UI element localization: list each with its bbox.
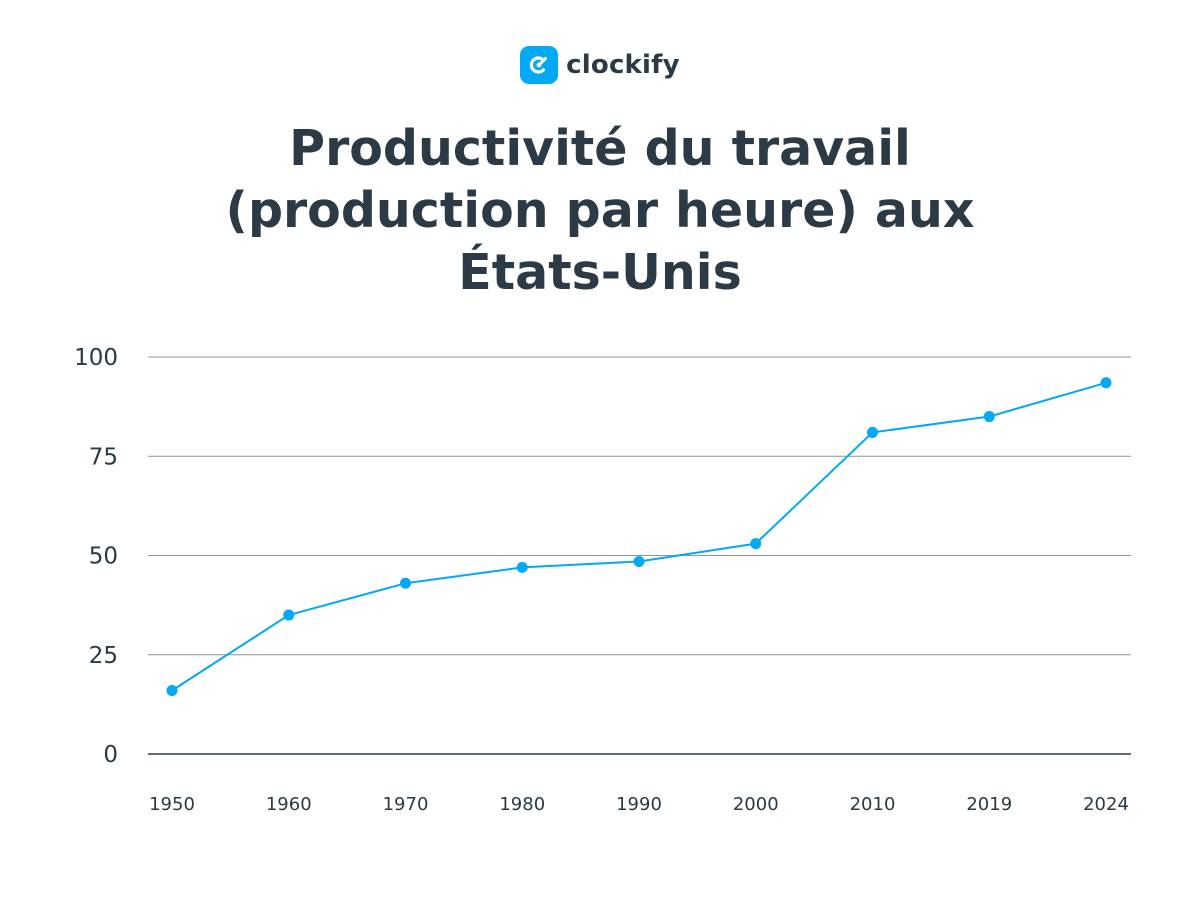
y-tick-label: 0	[103, 742, 118, 768]
x-tick-label: 1970	[383, 794, 429, 815]
brand-name: clockify	[566, 50, 680, 80]
y-axis-ticks: 0 25 50 75 100	[74, 345, 118, 768]
chart-title-line-2: (production par heure) aux	[225, 182, 975, 239]
data-point-1950	[166, 684, 178, 696]
data-point-1960	[283, 609, 295, 621]
data-point-2024	[1100, 377, 1112, 389]
y-tick-label: 100	[74, 345, 118, 371]
data-point-1970	[400, 577, 411, 589]
chart-title: Productivité du travail (production par …	[0, 118, 1200, 304]
x-axis-ticks: 1950 1960 1970 1980 1990 2000 2010 2019 2024	[149, 794, 1129, 815]
data-point-2019	[983, 411, 995, 423]
x-tick-label: 1980	[499, 794, 545, 815]
data-point-1990	[633, 555, 645, 567]
data-point-1980	[516, 561, 528, 573]
brand-logo: clockify	[0, 46, 1200, 84]
data-point-2010	[867, 426, 878, 438]
chart-title-line-1: Productivité du travail	[289, 120, 911, 177]
x-tick-label: 1950	[149, 794, 195, 815]
x-tick-label: 2000	[733, 794, 779, 815]
y-tick-label: 50	[89, 544, 118, 570]
series-layer	[166, 377, 1112, 696]
x-tick-label: 1960	[266, 794, 312, 815]
chart-title-line-3: États-Unis	[458, 244, 742, 301]
x-tick-label: 2010	[850, 794, 896, 815]
y-tick-label: 25	[89, 643, 118, 669]
x-tick-label: 2019	[966, 794, 1012, 815]
series-line	[171, 381, 1107, 692]
x-tick-label: 2024	[1083, 794, 1129, 815]
data-point-2000	[750, 538, 762, 550]
x-tick-label: 1990	[616, 794, 662, 815]
y-tick-label: 75	[89, 444, 118, 470]
grid-lines	[148, 356, 1131, 755]
clockify-logo-icon	[520, 46, 559, 84]
